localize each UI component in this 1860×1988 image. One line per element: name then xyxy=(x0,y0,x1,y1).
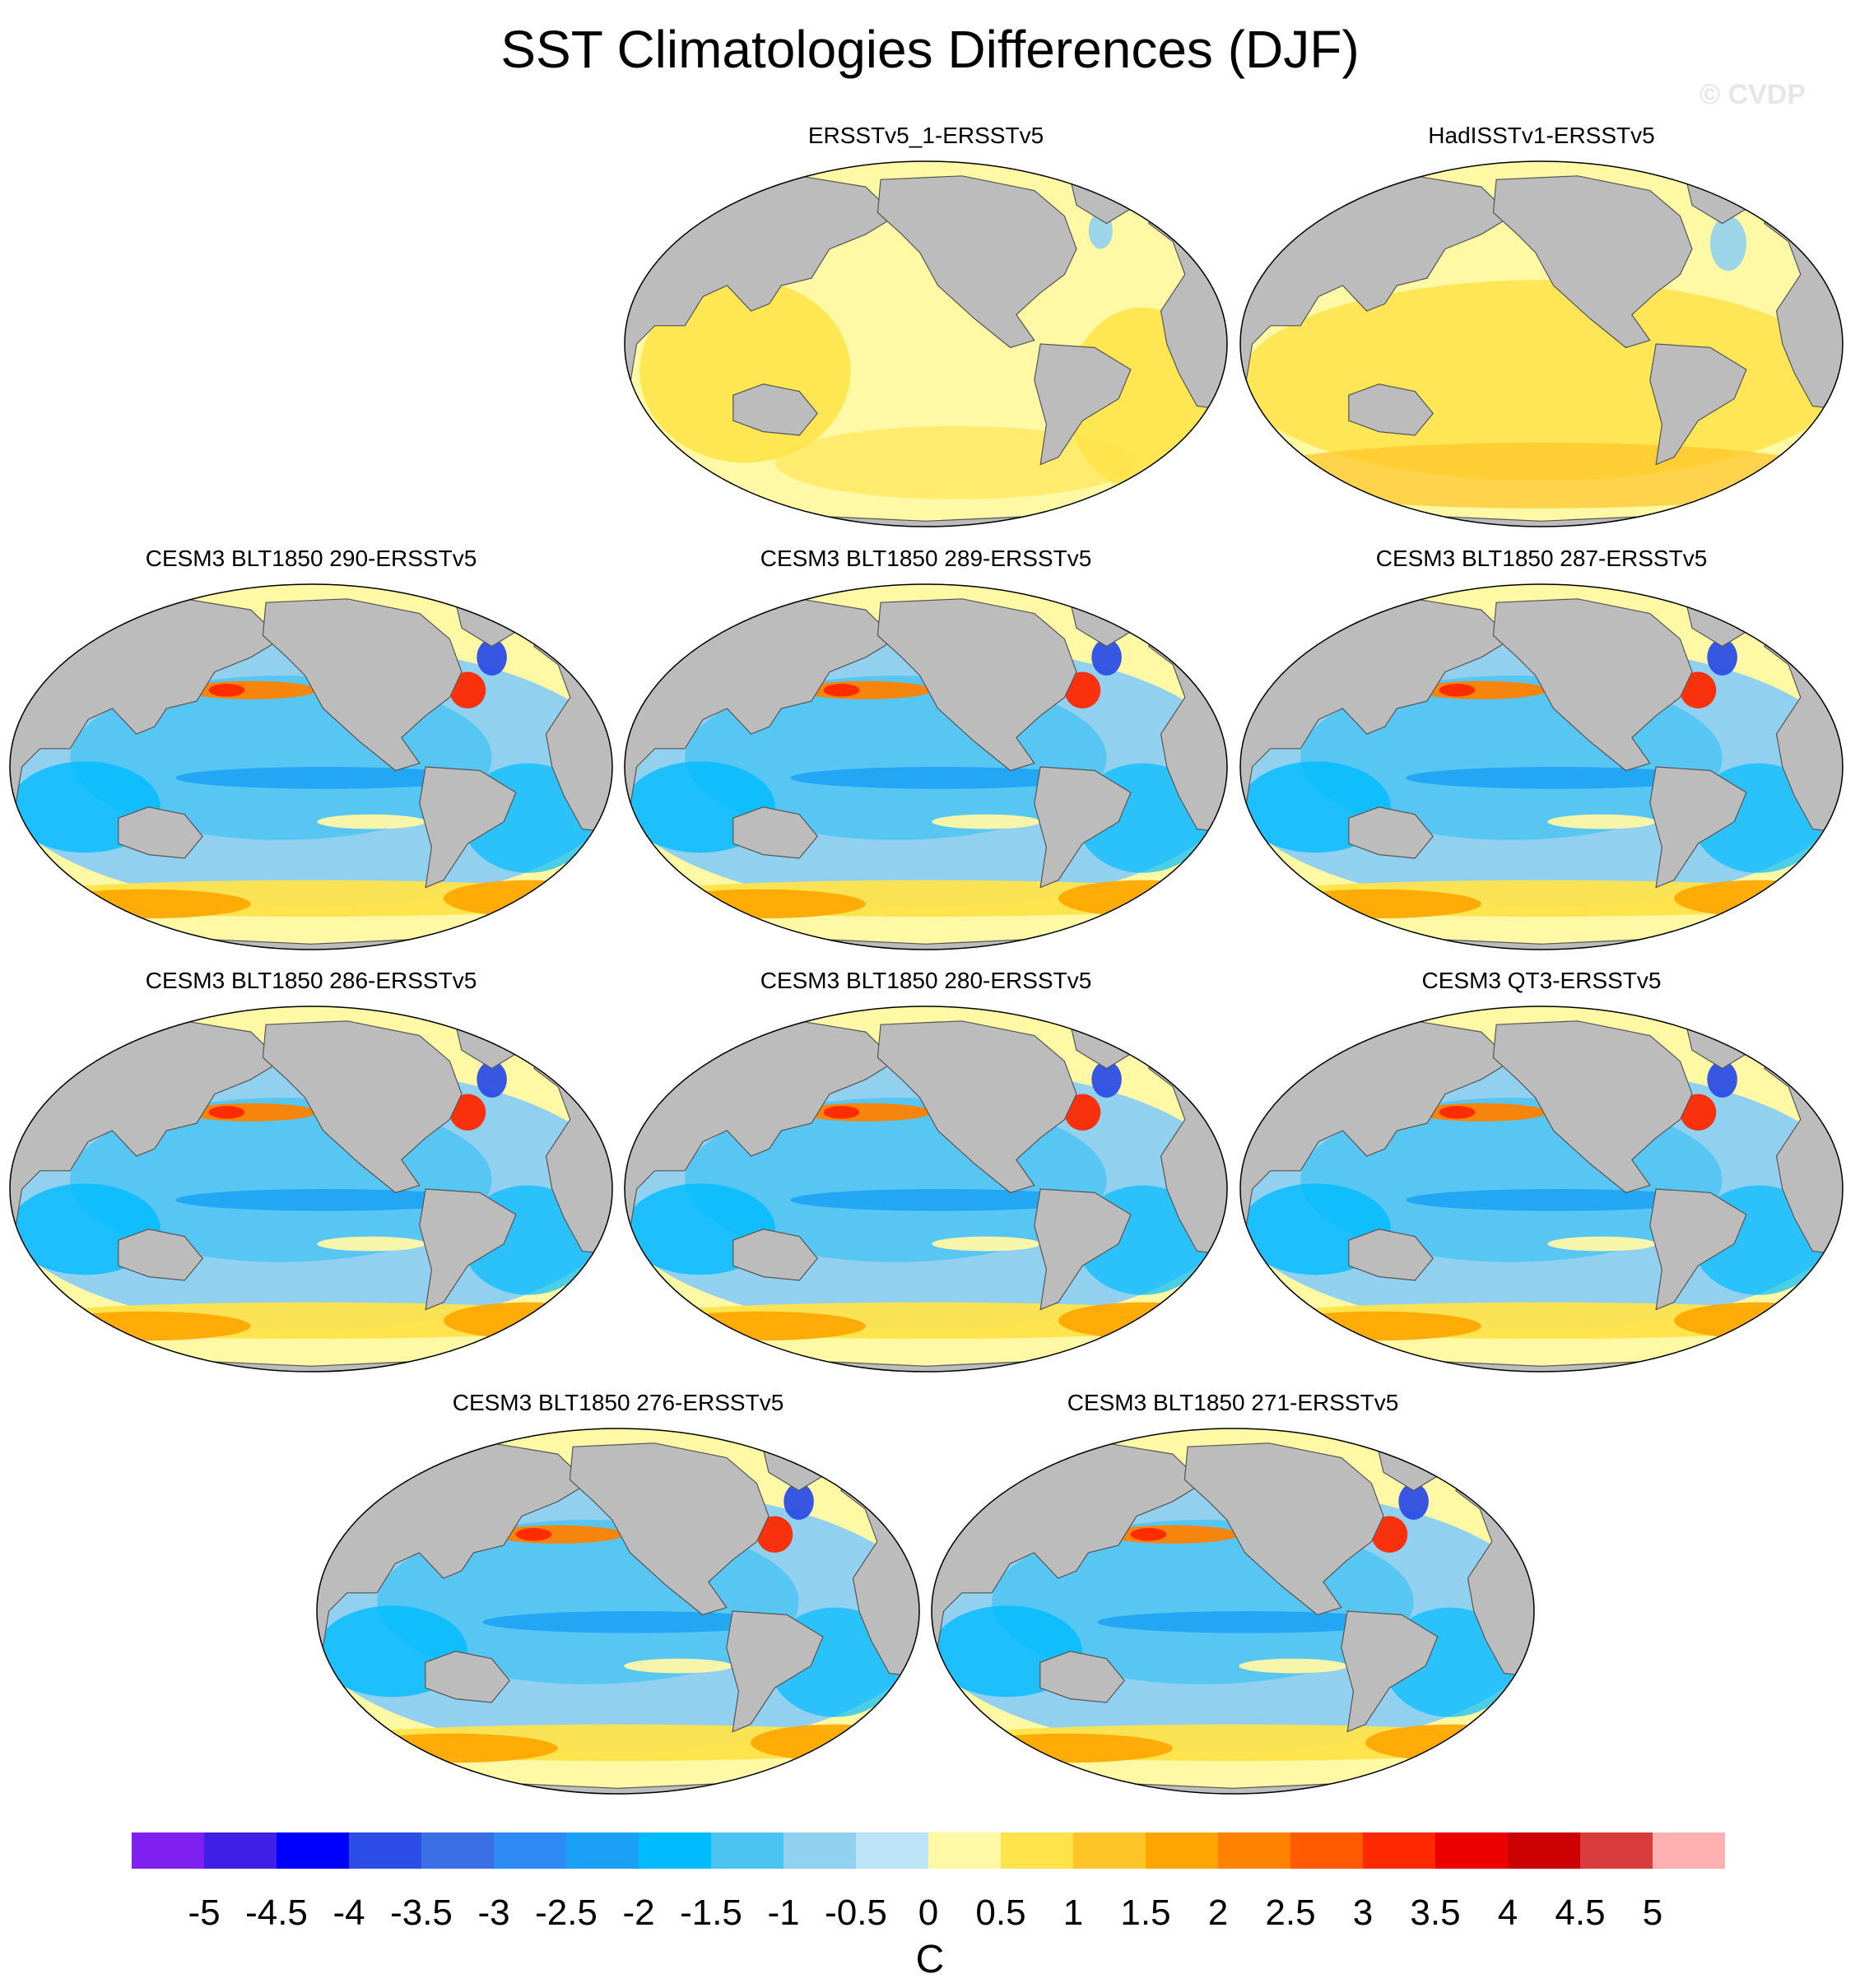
figure-title: SST Climatologies Differences (DJF) xyxy=(500,20,1360,79)
watermark: © CVDP xyxy=(1700,79,1806,110)
colorbar-swatch xyxy=(1363,1832,1435,1869)
colorbar-swatch xyxy=(1435,1832,1508,1869)
colorbar-tick-label: 1 xyxy=(1063,1893,1083,1933)
colorbar-tick-label: -2.5 xyxy=(535,1893,598,1933)
colorbar-units: C xyxy=(915,1938,945,1981)
colorbar-swatch xyxy=(1073,1832,1146,1869)
panel-title: CESM3 BLT1850 287-ERSSTv5 xyxy=(1375,546,1708,571)
colorbar-swatch xyxy=(566,1832,639,1869)
map xyxy=(1239,1006,1844,1373)
map xyxy=(1239,583,1844,950)
panel-title: CESM3 BLT1850 271-ERSSTv5 xyxy=(1067,1390,1399,1415)
panel-title: CESM3 BLT1850 289-ERSSTv5 xyxy=(760,546,1092,571)
colorbar-swatch xyxy=(928,1832,1001,1869)
map-panel: ERSSTv5_1-ERSSTv5 xyxy=(621,122,1230,533)
panel-title: HadISSTv1-ERSSTv5 xyxy=(1428,123,1655,148)
map xyxy=(931,1428,1535,1795)
colorbar-tick-label: -1 xyxy=(767,1893,799,1933)
map xyxy=(624,1006,1228,1373)
map-panel: HadISSTv1-ERSSTv5 xyxy=(1237,122,1846,533)
map-panel: CESM3 BLT1850 271-ERSSTv5 xyxy=(928,1389,1537,1800)
colorbar-tick-label: 3 xyxy=(1353,1893,1373,1933)
panel-title: CESM3 QT3-ERSSTv5 xyxy=(1421,968,1662,993)
colorbar-tick-label: 0 xyxy=(918,1893,938,1933)
colorbar-swatch xyxy=(1218,1832,1290,1869)
colorbar-swatch xyxy=(277,1832,349,1869)
colorbar-swatch xyxy=(132,1832,204,1869)
colorbar-swatch xyxy=(639,1832,711,1869)
map-panel: CESM3 BLT1850 289-ERSSTv5 xyxy=(621,545,1230,956)
colorbar-tick-label: 2 xyxy=(1208,1893,1228,1933)
colorbar-swatch xyxy=(856,1832,928,1869)
colorbar-tick-label: -0.5 xyxy=(825,1893,887,1933)
map-panel: CESM3 QT3-ERSSTv5 xyxy=(1237,967,1846,1378)
colorbar-tick-label: -5 xyxy=(188,1893,220,1933)
panel-title: CESM3 BLT1850 276-ERSSTv5 xyxy=(452,1390,784,1415)
colorbar-tick-label: 0.5 xyxy=(975,1893,1025,1933)
colorbar-swatch xyxy=(421,1832,494,1869)
panel-title: ERSSTv5_1-ERSSTv5 xyxy=(807,123,1044,148)
colorbar-swatch xyxy=(349,1832,421,1869)
map-panel: CESM3 BLT1850 280-ERSSTv5 xyxy=(621,967,1230,1378)
colorbar: -5 -4.5 -4 -3.5 -3 -2.5 -2 -1.5 -1 -0.5 0 0.5 1 1.5 2 2… xyxy=(132,1832,1725,1933)
map xyxy=(624,160,1228,527)
colorbar-tick-label: 4.5 xyxy=(1555,1893,1605,1933)
map xyxy=(1239,160,1844,527)
map xyxy=(624,583,1228,950)
colorbar-swatch xyxy=(1580,1832,1653,1869)
map xyxy=(9,1006,613,1373)
panel-title: CESM3 BLT1850 280-ERSSTv5 xyxy=(760,968,1092,993)
colorbar-tick-label: -3 xyxy=(477,1893,509,1933)
colorbar-swatch xyxy=(1508,1832,1580,1869)
map-panel: CESM3 BLT1850 287-ERSSTv5 xyxy=(1237,545,1846,956)
map-panel: CESM3 BLT1850 290-ERSSTv5 xyxy=(7,545,616,956)
colorbar-swatch xyxy=(1001,1832,1073,1869)
colorbar-tick-label: 2.5 xyxy=(1265,1893,1315,1933)
map-panel: CESM3 BLT1850 286-ERSSTv5 xyxy=(7,967,616,1378)
map xyxy=(9,583,613,950)
colorbar-tick-label: -3.5 xyxy=(390,1893,453,1933)
colorbar-swatch xyxy=(204,1832,277,1869)
map xyxy=(316,1428,920,1795)
colorbar-tick-label: -4.5 xyxy=(245,1893,308,1933)
colorbar-tick-label: -4 xyxy=(332,1893,365,1933)
colorbar-swatch xyxy=(1290,1832,1363,1869)
colorbar-swatch xyxy=(1146,1832,1218,1869)
colorbar-tick-label: 4 xyxy=(1498,1893,1518,1933)
colorbar-tick-label: 3.5 xyxy=(1410,1893,1460,1933)
colorbar-swatch xyxy=(711,1832,784,1869)
colorbar-tick-label: -2 xyxy=(622,1893,654,1933)
panel-title: CESM3 BLT1850 290-ERSSTv5 xyxy=(145,546,477,571)
colorbar-swatch xyxy=(494,1832,566,1869)
colorbar-swatch xyxy=(1653,1832,1725,1869)
colorbar-tick-label: 5 xyxy=(1643,1893,1662,1933)
colorbar-swatch xyxy=(784,1832,856,1869)
colorbar-tick-label: -1.5 xyxy=(680,1893,742,1933)
map-panel: CESM3 BLT1850 276-ERSSTv5 xyxy=(314,1389,923,1800)
panel-title: CESM3 BLT1850 286-ERSSTv5 xyxy=(145,968,477,993)
colorbar-tick-label: 1.5 xyxy=(1120,1893,1170,1933)
